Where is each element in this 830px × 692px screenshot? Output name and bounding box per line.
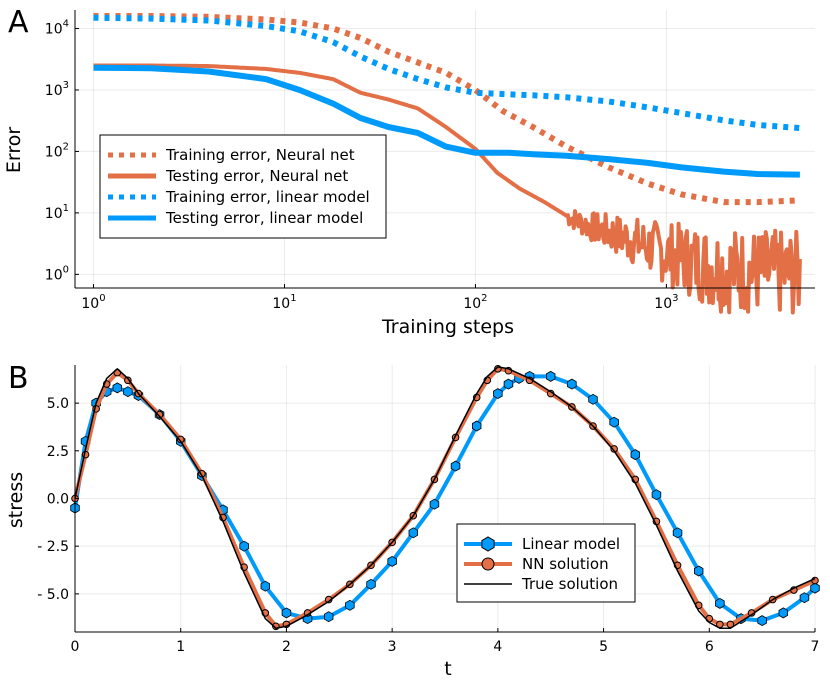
panel-b-point-linear	[672, 527, 683, 539]
panel-b-point-linear	[239, 540, 249, 552]
panel-a-series-line-4	[93, 64, 800, 178]
panel-b-x-tick-label: 3	[388, 639, 397, 655]
panel-a-legend-box	[99, 134, 387, 239]
panel-b-grid	[74, 365, 816, 632]
panel-a-legend: Training error, Neural net Testing error,…	[99, 134, 387, 239]
panel-b-legend-label-2: NN solution	[522, 555, 609, 573]
panel-b-series-line-3	[74, 366, 816, 629]
panel-b-point-linear	[260, 580, 271, 592]
panel-b-legend-label-3: True solution	[521, 575, 618, 593]
panel-b-legend-marker-2	[481, 557, 495, 571]
panel-a-series	[92, 13, 802, 315]
panel-b-y-tick-label: - 5.0	[37, 587, 69, 603]
panel-b-point-linear	[609, 416, 619, 428]
panel-b-point-linear	[366, 578, 376, 590]
panel-b-y-ticks: 5.0 2.5 0.0 - 2.5 - 5.0	[37, 396, 79, 603]
panel-b-point-linear	[651, 489, 662, 501]
panel-b-x-tick-label: 1	[176, 639, 185, 655]
panel-a-x-label: Training steps	[381, 316, 514, 338]
panel-b-point-linear	[408, 527, 419, 539]
panel-a-series-line-1	[93, 13, 801, 206]
panel-b-point-linear	[757, 615, 767, 627]
panel-b-x-tick-label: 4	[493, 639, 502, 655]
panel-b-y-tick-label: 0.0	[47, 492, 69, 508]
panel-b-x-tick-label: 0	[71, 639, 80, 655]
panel-a-x-ticks: 100 101 102 103	[81, 284, 679, 312]
panel-b-point-linear	[503, 378, 514, 390]
panel-b-point-linear	[471, 420, 482, 432]
panel-a-legend-label-3: Training error, linear model	[165, 188, 370, 206]
panel-a-y-ticks: 100 101 102 103 104	[45, 19, 79, 283]
panel-b-x-tick-label: 2	[282, 639, 291, 655]
panel-b-label: B	[8, 361, 29, 396]
panel-a-x-tick-label: 102	[463, 293, 487, 312]
panel-a-label: A	[8, 5, 29, 40]
panel-a-x-tick-label: 100	[81, 293, 105, 312]
panel-a-x-tick-label: 103	[654, 293, 678, 312]
panel-b-point-linear	[387, 555, 397, 567]
panel-b-x-tick-label: 7	[811, 639, 820, 655]
panel-b-point-linear	[694, 565, 704, 577]
panel-a-legend-label-1: Training error, Neural net	[165, 146, 355, 164]
panel-a-y-tick-label: 100	[45, 264, 69, 283]
panel-b-point-linear	[567, 378, 577, 390]
panel-b-point-linear	[493, 388, 503, 400]
panel-b-point-linear	[345, 599, 355, 611]
panel-b-point-linear	[112, 382, 122, 394]
panel-b-point-linear	[715, 597, 725, 609]
panel-a-y-label: Error	[3, 127, 25, 174]
panel-b-series-2	[71, 365, 819, 631]
panel-b-series-3	[74, 366, 816, 629]
panel-b-series	[70, 365, 820, 631]
panel-a-y-tick-label: 104	[45, 19, 69, 38]
panel-b-legend-marker-1	[481, 536, 495, 552]
panel-a-axes	[74, 10, 815, 289]
panel-a-x-tick-label: 101	[272, 293, 296, 312]
panel-b-point-nn	[155, 410, 164, 419]
panel-b-x-ticks: 0 1 2 3 4 5 6 7	[71, 628, 820, 655]
panel-b-point-linear	[546, 370, 556, 382]
panel-a-y-tick-label: 102	[45, 141, 69, 160]
panel-b-series-line-2	[73, 366, 816, 629]
panel-b-legend-label-1: Linear model	[522, 535, 620, 553]
panel-b-y-tick-label: 2.5	[47, 444, 69, 460]
panel-b-x-label: t	[444, 658, 451, 680]
panel-b-point-linear	[630, 449, 640, 461]
panel-a-legend-label-4: Testing error, linear model	[165, 209, 363, 227]
panel-b-point-linear	[588, 393, 598, 405]
panel-a-y-tick-label: 103	[45, 80, 69, 99]
panel-b-point-linear	[123, 386, 133, 398]
panel-b-point-nn	[811, 576, 819, 585]
panel-b-point-linear	[799, 592, 810, 604]
panel-a-y-tick-label: 101	[45, 203, 69, 222]
panel-b-point-linear	[450, 460, 461, 472]
panel-b-x-tick-label: 6	[705, 639, 714, 655]
panel-a-legend-label-2: Testing error, Neural net	[165, 167, 348, 185]
panel-b-x-tick-label: 5	[599, 639, 608, 655]
panel-b-point-linear	[778, 607, 788, 619]
panel-b-point-linear	[429, 498, 440, 510]
panel-b-point-linear	[281, 607, 292, 619]
panel-b-y-tick-label: - 2.5	[37, 539, 69, 555]
panel-b-y-label: stress	[5, 472, 27, 528]
panel-a-series-line-3	[93, 14, 801, 132]
panel-b-y-tick-label: 5.0	[47, 396, 69, 412]
panel-b-point-linear	[323, 611, 334, 623]
panel-a-series-line-2	[92, 63, 802, 315]
panel-b-legend: Linear model NN solution True solution	[456, 523, 636, 603]
panel-a: A 100 101 102 103 100 101 102 103 104 Training …	[3, 5, 815, 338]
panel-b-point-linear	[810, 582, 820, 594]
